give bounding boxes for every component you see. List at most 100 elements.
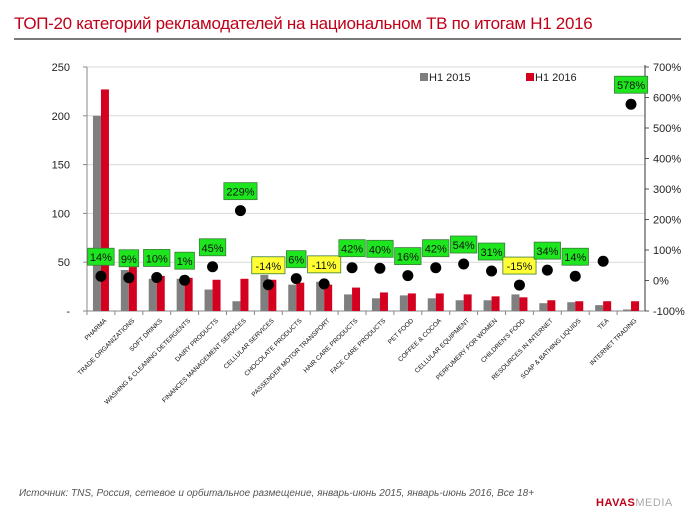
bar-h1-2015 bbox=[427, 298, 436, 311]
legend-swatch-h1-2015 bbox=[420, 73, 428, 81]
y2-tick-label: -100% bbox=[653, 306, 685, 318]
change-label: 40% bbox=[369, 244, 391, 256]
change-label: 9% bbox=[121, 254, 137, 266]
change-label: 45% bbox=[202, 243, 224, 255]
change-dot bbox=[290, 273, 302, 285]
change-dot bbox=[625, 98, 637, 110]
change-dot bbox=[262, 279, 274, 291]
y2-tick-label: 600% bbox=[653, 93, 681, 105]
change-dot bbox=[541, 264, 553, 276]
change-label: -11% bbox=[312, 260, 337, 272]
bar-h1-2016 bbox=[268, 279, 277, 311]
change-label-box bbox=[87, 247, 115, 266]
bar-h1-2016 bbox=[352, 287, 361, 311]
bar-h1-2015 bbox=[232, 301, 241, 311]
y2-tick-label: 200% bbox=[653, 215, 681, 227]
change-dot bbox=[374, 262, 386, 274]
bar-h1-2015 bbox=[176, 278, 185, 311]
bar-h1-2015 bbox=[316, 281, 325, 311]
change-dot bbox=[95, 270, 107, 282]
x-category-label: CELLULAR EQUIPMENT bbox=[414, 317, 471, 374]
bar-h1-2016 bbox=[156, 275, 165, 311]
change-label-box bbox=[561, 247, 589, 266]
x-category-label: FACE CARE PRODUCTS bbox=[329, 317, 388, 376]
change-label-box bbox=[338, 239, 366, 258]
change-label-box bbox=[614, 75, 649, 94]
change-dot bbox=[486, 265, 498, 277]
bar-h1-2015 bbox=[120, 270, 129, 311]
change-label-box bbox=[174, 251, 195, 270]
y2-tick-label: 400% bbox=[653, 154, 681, 166]
change-dot bbox=[346, 262, 358, 274]
bar-h1-2015 bbox=[371, 298, 380, 311]
bar-h1-2015 bbox=[344, 294, 353, 311]
x-category-label: TEA bbox=[597, 317, 611, 331]
bar-h1-2015 bbox=[567, 302, 576, 311]
bar-h1-2015 bbox=[260, 274, 269, 311]
bar-h1-2016 bbox=[324, 284, 333, 311]
change-label-box bbox=[477, 242, 506, 261]
chart-title: ТОП-20 категорий рекламодателей на нацио… bbox=[14, 14, 593, 33]
x-category-label: PET FOOD bbox=[387, 317, 416, 346]
bar-h1-2016 bbox=[184, 277, 193, 311]
change-label: 229% bbox=[226, 187, 254, 199]
legend-swatch-h1-2016 bbox=[526, 73, 534, 81]
havas-media-logo: HAVASMEDIA bbox=[596, 497, 673, 509]
change-dot bbox=[430, 262, 442, 274]
y-tick-label: 50 bbox=[58, 257, 70, 269]
bar-h1-2016 bbox=[212, 279, 221, 311]
x-category-label: INTERNET TRADING bbox=[589, 317, 639, 367]
title-divider bbox=[14, 38, 681, 40]
bar-h1-2015 bbox=[204, 289, 213, 311]
change-dot bbox=[234, 205, 246, 217]
change-label-box bbox=[251, 256, 286, 275]
change-label: -15% bbox=[507, 261, 533, 273]
y2-tick-label: 100% bbox=[653, 245, 681, 257]
change-dot bbox=[597, 255, 609, 267]
x-category-label: CHOCOLATE PRODUCTS bbox=[243, 317, 304, 378]
legend-label-h1-2016: H1 2016 bbox=[535, 72, 577, 84]
change-label-box bbox=[307, 255, 342, 274]
change-label: 6% bbox=[288, 255, 304, 267]
change-label-box bbox=[422, 239, 450, 258]
change-dot bbox=[458, 258, 470, 270]
bar-h1-2015 bbox=[511, 294, 520, 311]
change-label-box bbox=[394, 247, 422, 266]
change-label-box bbox=[286, 250, 307, 269]
y2-tick-label: 300% bbox=[653, 184, 681, 196]
x-category-label: PHARMA bbox=[84, 317, 109, 342]
change-dot bbox=[123, 272, 135, 284]
change-label: 16% bbox=[397, 252, 419, 264]
change-label-box bbox=[118, 249, 140, 268]
bar-h1-2016 bbox=[547, 300, 556, 311]
change-label-box bbox=[198, 238, 227, 257]
bar-h1-2016 bbox=[575, 301, 584, 311]
change-label-box bbox=[143, 249, 171, 267]
change-label: 1% bbox=[177, 256, 193, 268]
bar-h1-2016 bbox=[519, 297, 528, 311]
y-tick-label: 100 bbox=[52, 208, 70, 220]
source-note: Источник: TNS, Россия, сетевое и орбитал… bbox=[19, 488, 535, 499]
y-tick-label: 250 bbox=[52, 62, 70, 74]
change-dot bbox=[318, 278, 330, 290]
change-label-box bbox=[533, 241, 561, 260]
x-category-label: CELLULAR SERVICES bbox=[223, 317, 277, 371]
y-tick-label: 150 bbox=[52, 160, 70, 172]
legend-label-h1-2015: H1 2015 bbox=[429, 72, 471, 84]
bar-h1-2016 bbox=[128, 267, 137, 311]
change-label: 31% bbox=[481, 247, 503, 259]
change-label-box bbox=[366, 239, 394, 258]
y-tick-label: - bbox=[66, 306, 70, 318]
bar-h1-2016 bbox=[407, 293, 416, 311]
bar-h1-2016 bbox=[603, 301, 612, 311]
bar-h1-2015 bbox=[595, 305, 604, 311]
bar-h1-2016 bbox=[435, 293, 444, 311]
x-category-label: SOAP & BATHING LIQUIDS bbox=[520, 317, 583, 380]
bar-h1-2015 bbox=[92, 115, 101, 311]
x-category-label: HAIR CARE PRODUCTS bbox=[302, 317, 360, 375]
logo-media: MEDIA bbox=[635, 497, 673, 509]
change-dot bbox=[569, 270, 581, 282]
bar-h1-2016 bbox=[463, 294, 472, 311]
change-label: 10% bbox=[146, 253, 168, 265]
bar-h1-2015 bbox=[399, 295, 408, 311]
